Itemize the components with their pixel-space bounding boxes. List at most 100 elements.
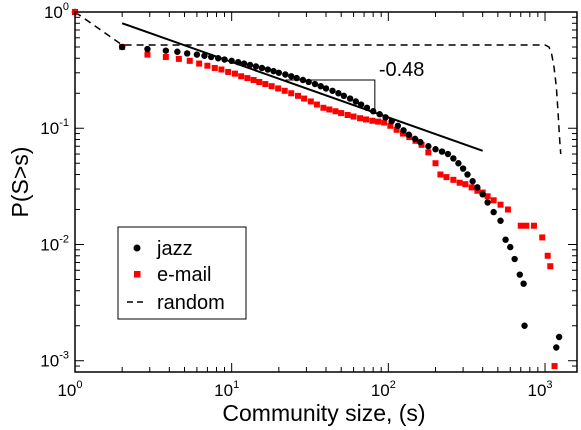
series-e-mail-point [196,60,203,67]
series-jazz-point [394,122,402,129]
y-tick-label: 100 [44,1,69,22]
series-jazz-point [479,191,486,198]
series-jazz-point [288,73,295,80]
y-tick-label: 10-3 [40,350,69,371]
series-e-mail-point [530,222,537,229]
series-jazz-point [346,95,354,102]
series-jazz-point [317,82,324,90]
series-jazz-point [174,48,181,55]
series-e-mail-point [332,108,339,115]
series-e-mail-point [474,187,481,194]
series-e-mail-point [551,363,558,370]
series-jazz-point [405,131,412,138]
series-jazz-point [450,155,457,162]
series-e-mail-point [294,92,301,99]
series-e-mail-point [320,104,327,111]
series-random-line [74,11,562,155]
series-e-mail-point [523,222,530,229]
series-e-mail-point [425,149,432,156]
series-jazz-point [484,199,491,206]
series-e-mail-point [281,87,288,94]
series-e-mail-point [432,160,439,167]
series-jazz-point [335,90,342,97]
axis-ticks: 100 101 102 103 100 10-1 10-2 10-3 [40,1,577,400]
series-jazz-point [507,243,514,251]
series-jazz-point [502,236,509,243]
series-jazz-point [438,148,446,155]
power-law-fit-line [121,22,484,152]
series-jazz-point [516,271,523,278]
series-jazz-point [455,160,462,167]
legend-email-marker [134,271,141,278]
series-e-mail-point [504,206,511,213]
x-tick-label: 102 [371,379,396,400]
series-e-mail-point [326,106,333,113]
series-e-mail-point [186,57,193,64]
series-jazz-point [411,135,419,143]
series-e-mail-point [490,197,497,204]
series-jazz-point [282,71,289,78]
series-e-mail-point [313,101,320,108]
series-jazz-point [183,50,191,57]
series-jazz-point [275,69,283,76]
series-jazz-point [555,333,563,341]
series-e-mail-point [288,90,295,97]
series-jazz-point [118,43,126,51]
series-jazz-point [264,66,271,73]
legend-email-label: e-mail [157,264,211,286]
series-e-mail-point [175,55,182,62]
legend: jazz e-mail random [117,226,247,320]
series-e-mail-point [544,252,551,259]
series-jazz-point [270,67,277,75]
series-jazz-point [497,217,504,224]
series-e-mail-point [231,70,238,77]
series-e-mail-point [301,95,308,102]
series-e-mail-point [443,174,450,181]
series-jazz-point [311,80,319,88]
series-e-mail-point [225,68,232,75]
series-layer [71,8,563,370]
series-e-mail-point [344,111,351,118]
legend-random-label: random [157,292,225,314]
series-e-mail-point [468,184,475,191]
series-jazz-point [357,101,365,108]
series-jazz-point [246,61,254,69]
plot-area-frame [74,11,578,373]
series-jazz-point [425,143,432,150]
series-jazz-point [520,280,527,287]
series-e-mail-point [369,117,376,124]
legend-jazz-label: jazz [156,238,193,260]
series-jazz-point [521,322,528,329]
series-e-mail-point [362,116,369,123]
series-e-mail-point [462,181,469,188]
series-jazz-point [553,344,560,351]
x-tick-label: 103 [527,379,552,400]
series-e-mail-point [357,115,364,122]
series-jazz-point [329,87,336,94]
series-e-mail-point [547,263,554,270]
series-e-mail-point [218,66,225,73]
series-e-mail-point [268,83,275,90]
y-axis-label: P(S>s) [7,147,33,218]
series-jazz-point [252,63,260,70]
series-e-mail-point [456,179,463,186]
series-e-mail-point [393,126,400,133]
legend-jazz-marker [133,244,141,252]
series-jazz-point [511,255,518,263]
series-jazz-point [201,52,208,59]
series-jazz-point [162,47,170,54]
series-e-mail-point [144,51,151,58]
series-e-mail-point [497,201,504,208]
series-jazz-point [464,171,471,178]
series-jazz-point [322,85,330,92]
series-jazz-point [432,146,439,153]
series-e-mail-point [484,193,491,200]
series-e-mail-point [238,73,245,80]
series-jazz-point [258,64,266,72]
series-jazz-point [193,51,201,58]
series-e-mail-point [262,81,269,88]
series-jazz-point [144,45,151,53]
series-jazz-point [444,150,452,158]
slope-triangle [285,79,376,113]
